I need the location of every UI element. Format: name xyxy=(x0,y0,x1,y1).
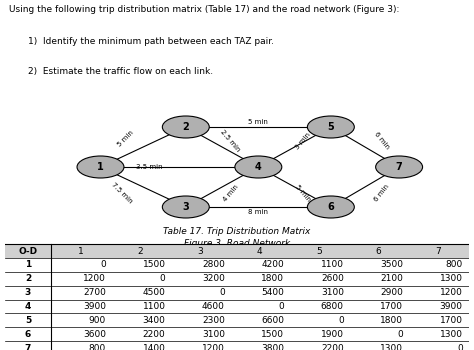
Text: 8 min: 8 min xyxy=(248,209,268,215)
Text: 1: 1 xyxy=(78,247,84,256)
Text: 6: 6 xyxy=(375,247,381,256)
Text: 6600: 6600 xyxy=(261,316,284,325)
Text: 7: 7 xyxy=(435,247,440,256)
Text: 6: 6 xyxy=(328,202,334,212)
Text: 1700: 1700 xyxy=(380,302,403,311)
Text: 6800: 6800 xyxy=(321,302,344,311)
Text: 6 min: 6 min xyxy=(374,183,391,203)
Text: 5: 5 xyxy=(316,247,322,256)
Text: 0: 0 xyxy=(219,288,225,297)
Text: 2.5 min: 2.5 min xyxy=(220,129,241,153)
Text: 1200: 1200 xyxy=(83,274,106,283)
Text: 3900: 3900 xyxy=(440,302,463,311)
Text: 4: 4 xyxy=(256,247,262,256)
Text: 0: 0 xyxy=(100,260,106,270)
Text: Using the following trip distribution matrix (Table 17) and the road network (Fi: Using the following trip distribution ma… xyxy=(9,5,400,14)
Text: 1800: 1800 xyxy=(380,316,403,325)
Text: O-D: O-D xyxy=(18,247,37,256)
Text: 2800: 2800 xyxy=(202,260,225,270)
Text: 5400: 5400 xyxy=(262,288,284,297)
Text: 3200: 3200 xyxy=(202,274,225,283)
Text: 1300: 1300 xyxy=(440,330,463,339)
Circle shape xyxy=(77,156,124,178)
Text: 800: 800 xyxy=(446,260,463,270)
Text: 1100: 1100 xyxy=(143,302,165,311)
Text: 900: 900 xyxy=(89,316,106,325)
Text: 4: 4 xyxy=(255,162,262,172)
Text: 2300: 2300 xyxy=(202,316,225,325)
Text: 5: 5 xyxy=(328,122,334,132)
Text: 2600: 2600 xyxy=(321,274,344,283)
Text: 4 min: 4 min xyxy=(222,183,239,203)
Circle shape xyxy=(162,196,209,218)
Text: 3: 3 xyxy=(25,288,31,297)
Text: 2: 2 xyxy=(182,122,189,132)
Text: 6: 6 xyxy=(25,330,31,339)
Text: 4500: 4500 xyxy=(143,288,165,297)
Text: 5: 5 xyxy=(25,316,31,325)
Text: 1: 1 xyxy=(25,260,31,270)
Text: 5 min: 5 min xyxy=(117,130,135,148)
Text: 0: 0 xyxy=(338,316,344,325)
Text: 1900: 1900 xyxy=(321,330,344,339)
Circle shape xyxy=(375,156,423,178)
Text: Figure 3. Road Network: Figure 3. Road Network xyxy=(184,239,290,248)
Text: 1800: 1800 xyxy=(261,274,284,283)
Text: 3500: 3500 xyxy=(380,260,403,270)
Text: 3100: 3100 xyxy=(321,288,344,297)
Text: 5 min: 5 min xyxy=(248,119,268,125)
Text: 1200: 1200 xyxy=(202,344,225,350)
Text: 1300: 1300 xyxy=(440,274,463,283)
FancyBboxPatch shape xyxy=(5,244,469,258)
Text: 1500: 1500 xyxy=(143,260,165,270)
Text: 1200: 1200 xyxy=(440,288,463,297)
Text: 1500: 1500 xyxy=(261,330,284,339)
Text: 2900: 2900 xyxy=(381,288,403,297)
Text: 3600: 3600 xyxy=(83,330,106,339)
Text: 2: 2 xyxy=(137,247,143,256)
Text: 3100: 3100 xyxy=(202,330,225,339)
Text: 0: 0 xyxy=(160,274,165,283)
Text: 7.5 min: 7.5 min xyxy=(110,181,133,204)
Text: 2)  Estimate the traffic flow on each link.: 2) Estimate the traffic flow on each lin… xyxy=(28,66,214,76)
Text: 5 min: 5 min xyxy=(294,183,312,203)
Text: 4200: 4200 xyxy=(262,260,284,270)
Text: 3: 3 xyxy=(197,247,203,256)
Text: 6 min: 6 min xyxy=(374,131,391,151)
Text: 3: 3 xyxy=(182,202,189,212)
Text: 3 min: 3 min xyxy=(294,132,312,150)
Circle shape xyxy=(307,116,354,138)
Circle shape xyxy=(307,196,354,218)
Text: 4: 4 xyxy=(25,302,31,311)
Text: 4600: 4600 xyxy=(202,302,225,311)
Text: 7: 7 xyxy=(25,344,31,350)
Text: 800: 800 xyxy=(89,344,106,350)
Text: 2200: 2200 xyxy=(143,330,165,339)
Circle shape xyxy=(235,156,282,178)
Text: 3900: 3900 xyxy=(83,302,106,311)
Text: 2200: 2200 xyxy=(321,344,344,350)
Text: 3.5 min: 3.5 min xyxy=(136,164,163,170)
Text: 0: 0 xyxy=(279,302,284,311)
Text: 7: 7 xyxy=(396,162,402,172)
Text: 3400: 3400 xyxy=(143,316,165,325)
Text: 0: 0 xyxy=(398,330,403,339)
Text: 0: 0 xyxy=(457,344,463,350)
Text: 1700: 1700 xyxy=(440,316,463,325)
Text: Table 17. Trip Distribution Matrix: Table 17. Trip Distribution Matrix xyxy=(164,226,310,236)
Text: 1: 1 xyxy=(97,162,104,172)
Text: 2700: 2700 xyxy=(83,288,106,297)
Text: 1100: 1100 xyxy=(321,260,344,270)
Text: 2100: 2100 xyxy=(381,274,403,283)
Text: 3800: 3800 xyxy=(261,344,284,350)
Circle shape xyxy=(162,116,209,138)
Text: 1400: 1400 xyxy=(143,344,165,350)
Text: 1300: 1300 xyxy=(380,344,403,350)
Text: 1)  Identify the minimum path between each TAZ pair.: 1) Identify the minimum path between eac… xyxy=(28,37,274,46)
Text: 2: 2 xyxy=(25,274,31,283)
